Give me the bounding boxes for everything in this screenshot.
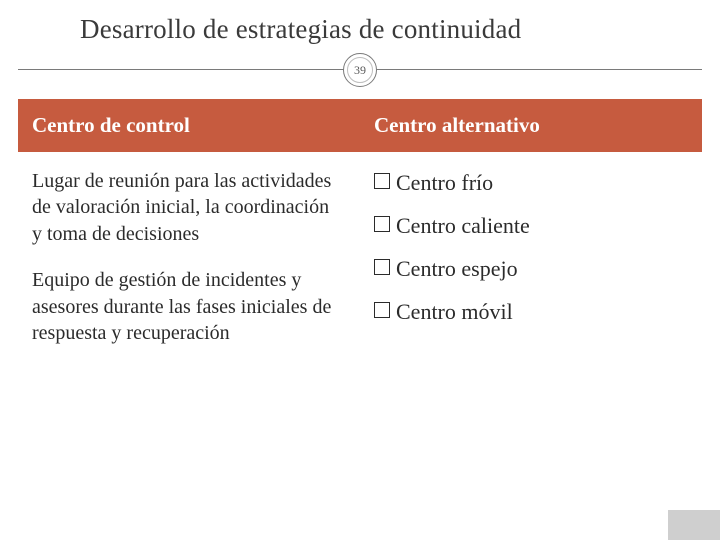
list-item: Centro caliente: [374, 211, 686, 240]
list-item: Centro espejo: [374, 254, 686, 283]
right-column: Centro alternativo Centro frío Centro ca…: [360, 99, 702, 522]
checkbox-icon: [374, 302, 390, 318]
list-item-label: Centro espejo: [396, 254, 518, 283]
list-item-label: Centro móvil: [396, 297, 513, 326]
list-item-label: Centro caliente: [396, 211, 530, 240]
corner-accent: [668, 510, 720, 540]
slide: Desarrollo de estrategias de continuidad…: [0, 0, 720, 540]
checkbox-icon: [374, 216, 390, 232]
list-item-label: Centro frío: [396, 168, 493, 197]
page-title: Desarrollo de estrategias de continuidad: [18, 14, 702, 53]
checkbox-icon: [374, 259, 390, 275]
left-paragraph-2: Equipo de gestión de incidentes y asesor…: [32, 267, 344, 346]
checkbox-icon: [374, 173, 390, 189]
left-column-header: Centro de control: [18, 99, 360, 152]
right-column-body: Centro frío Centro caliente Centro espej…: [360, 152, 702, 350]
list-item: Centro frío: [374, 168, 686, 197]
slide-number-badge: 39: [343, 53, 377, 87]
left-column: Centro de control Lugar de reunión para …: [18, 99, 360, 522]
left-column-body: Lugar de reunión para las actividades de…: [18, 152, 360, 376]
left-paragraph-1: Lugar de reunión para las actividades de…: [32, 168, 344, 247]
content-columns: Centro de control Lugar de reunión para …: [18, 99, 702, 522]
slide-number: 39: [347, 57, 373, 83]
bullet-list: Centro frío Centro caliente Centro espej…: [374, 168, 686, 326]
divider: 39: [18, 53, 702, 89]
right-column-header: Centro alternativo: [360, 99, 702, 152]
list-item: Centro móvil: [374, 297, 686, 326]
